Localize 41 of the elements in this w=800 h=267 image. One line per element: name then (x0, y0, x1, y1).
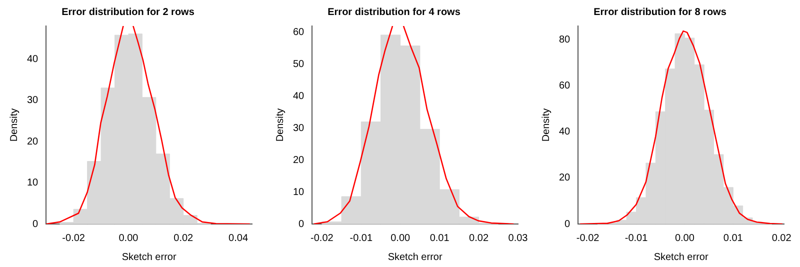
x-tick-label: 0.00 (118, 232, 139, 244)
y-tick-label: 20 (293, 154, 305, 166)
x-tick-label: 0.00 (674, 232, 695, 244)
y-axis-title: Density (274, 108, 286, 142)
y-tick-label: 0 (564, 218, 571, 230)
y-tick-label: 40 (293, 91, 305, 102)
chart-title: Error distribution for 2 rows (62, 6, 195, 18)
chart-title: Error distribution for 8 rows (594, 6, 727, 18)
y-tick-label: 30 (293, 122, 305, 134)
x-tick-label: 0.02 (174, 232, 194, 244)
chart-title: Error distribution for 4 rows (328, 6, 461, 18)
y-tick-label: 30 (27, 95, 39, 106)
y-tick-label: 20 (27, 136, 39, 148)
y-tick-label: 10 (27, 178, 39, 188)
x-tick-label: 0.01 (723, 232, 744, 244)
x-axis-title: Sketch error (388, 252, 443, 263)
y-tick-label: 10 (293, 186, 305, 198)
y-axis-title: Density (8, 108, 20, 142)
y-tick-label: 0 (32, 218, 39, 230)
x-tick-label: -0.01 (350, 232, 373, 244)
y-tick-label: 60 (293, 27, 305, 38)
y-tick-label: 60 (559, 80, 571, 92)
y-tick-label: 80 (559, 34, 571, 46)
y-tick-label: 20 (559, 172, 571, 184)
x-axis-title: Sketch error (654, 252, 709, 263)
x-tick-label: 0.00 (390, 232, 411, 244)
x-tick-label: -0.02 (310, 232, 334, 244)
x-tick-label: 0.03 (508, 232, 528, 244)
x-tick-label: -0.02 (62, 232, 86, 244)
x-tick-label: 0.01 (430, 232, 450, 244)
x-tick-label: 0.02 (772, 232, 792, 244)
x-tick-label: -0.01 (624, 232, 648, 244)
x-tick-label: 0.02 (469, 232, 489, 244)
x-axis-title: Sketch error (122, 252, 177, 263)
y-tick-label: 50 (293, 59, 305, 70)
x-tick-label: 0.04 (228, 232, 248, 244)
x-tick-label: -0.02 (576, 232, 600, 244)
y-axis-title: Density (540, 108, 552, 142)
y-tick-label: 40 (27, 54, 39, 65)
y-tick-label: 0 (298, 218, 305, 230)
y-tick-label: 40 (559, 126, 571, 138)
